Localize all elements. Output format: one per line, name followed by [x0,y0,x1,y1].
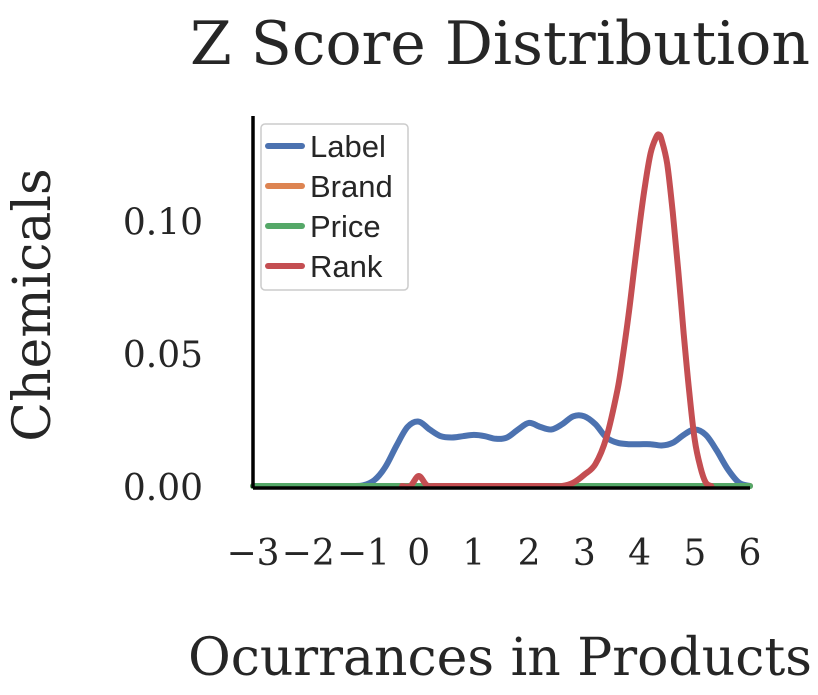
x-tick-label: 4 [628,533,651,574]
legend-item-brand: Brand [265,169,393,204]
x-tick-label: 1 [462,533,485,574]
x-tick-label: 3 [573,533,596,574]
legend-item-label: Label [265,129,386,164]
legend-box [260,123,409,291]
x-tick-labels: −3 −2 −1 0 1 2 3 4 5 6 [226,533,761,574]
y-tick-label: 0.05 [123,335,203,376]
y-tick-label: 0.00 [123,468,203,509]
legend-label: Label [310,129,386,164]
series-lines [250,131,753,490]
y-tick-label: 0.10 [123,202,203,243]
legend-label: Rank [310,249,383,284]
legend-item-rank: Rank [265,249,383,284]
chart-title: Z Score Distribution [190,9,810,79]
x-tick-label: 6 [739,533,762,574]
x-tick-label: −3 [226,533,279,574]
x-tick-label: 5 [683,533,706,574]
legend-item-price: Price [265,209,381,244]
series-line-rank [399,131,715,490]
x-tick-label: −1 [337,533,390,574]
series-line-label [349,412,753,489]
legend-label: Price [310,209,381,244]
x-tick-label: −2 [282,533,335,574]
x-tick-label: 0 [407,533,430,574]
y-axis-label: Chemicals [3,168,63,441]
x-axis-label: Ocurrances in Products [188,628,812,688]
y-tick-labels: 0.00 0.05 0.10 [123,202,203,509]
x-tick-label: 2 [518,533,541,574]
legend: Label Brand Price Rank [260,123,409,291]
legend-label: Brand [310,169,393,204]
